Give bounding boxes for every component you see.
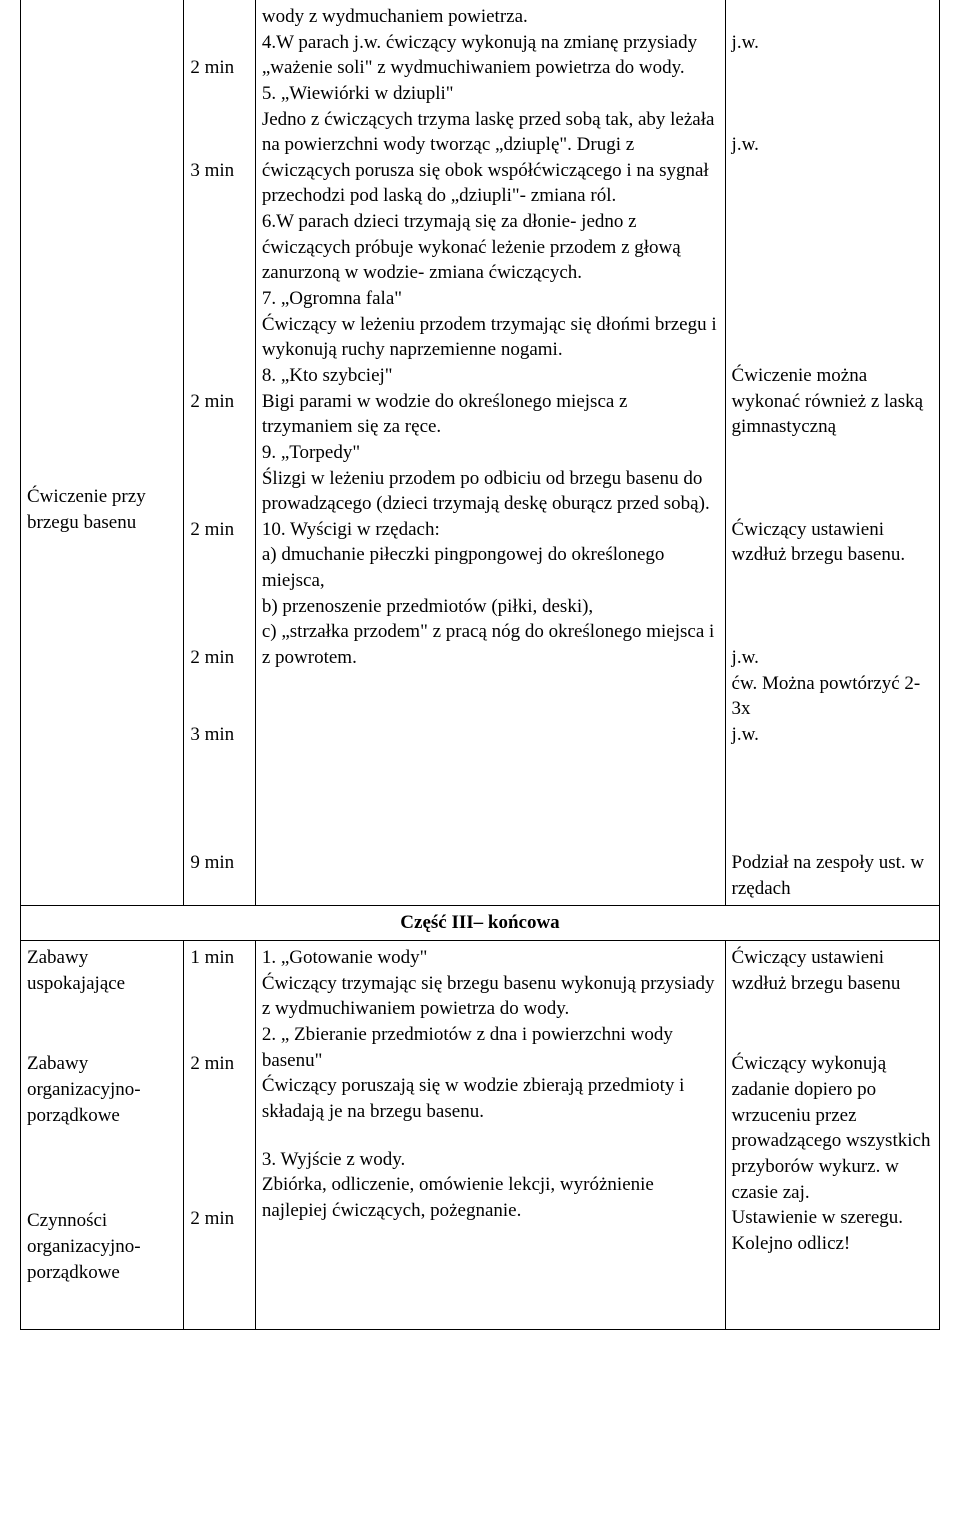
time-value: 1 min [190,945,248,971]
exercise-description: 6.W parach dzieci trzymają się za dłonie… [262,209,719,286]
exercise-description: 4.W parach j.w. ćwiczący wykonują na zmi… [262,30,719,81]
exercise-description: 8. „Kto szybciej" Bigi parami w wodzie d… [262,363,719,440]
table-row: Ćwiczenie przy brzegu basenu 2 min 3 min… [21,0,940,906]
exercise-notes: Ćwiczący ustawieni wzdłuż brzegu basenu [732,945,933,996]
exercise-description: 7. „Ogromna fala" Ćwiczący w leżeniu prz… [262,286,719,363]
activity-type-label: Czynności organizacyjno-porządkowe [27,1208,177,1285]
exercise-description: 10. Wyścigi w rzędach: a) dmuchanie piłe… [262,517,719,671]
section-header-row: Część III– końcowa [21,906,940,941]
exercise-description: 9. „Torpedy" Ślizgi w leżeniu przodem po… [262,440,719,517]
activity-type-label: Zabawy uspokajające [27,945,177,996]
description-cell: wody z wydmuchaniem powietrza. 4.W parac… [255,0,725,906]
exercise-description: wody z wydmuchaniem powietrza. [262,4,719,30]
section-title: Część III– końcowa [21,906,940,941]
time-value: 2 min [190,1051,248,1077]
exercise-notes: Ustawienie w szeregu. Kolejno odlicz! [732,1205,933,1256]
exercise-description: 3. Wyjście z wody. Zbiórka, odliczenie, … [262,1147,719,1224]
exercise-description: 2. „ Zbieranie przedmiotów z dna i powie… [262,1022,719,1125]
exercise-notes: j.w. j.w. Ćwiczenie można wykonać równie… [732,4,933,901]
time-value: 2 min [190,1206,248,1232]
exercise-description: 5. „Wiewiórki w dziupli" Jedno z ćwicząc… [262,81,719,209]
exercise-notes: Ćwiczący wykonują zadanie dopiero po wrz… [732,1051,933,1205]
exercise-description: 1. „Gotowanie wody" Ćwiczący trzymając s… [262,945,719,1022]
description-cell: 1. „Gotowanie wody" Ćwiczący trzymając s… [255,941,725,1330]
time-cell: 2 min 3 min 2 min 2 min 2 min 3 min 9 mi… [184,0,255,906]
time-cell: 1 min 2 min 2 min [184,941,255,1330]
table-row: Zabawy uspokajające Zabawy organizacyjno… [21,941,940,1330]
activity-type-label: Ćwiczenie przy brzegu basenu [27,486,146,533]
activity-type-label: Zabawy organizacyjno-porządkowe [27,1051,177,1128]
notes-cell: j.w. j.w. Ćwiczenie można wykonać równie… [725,0,939,906]
time-value: 2 min 3 min 2 min 2 min 2 min 3 min 9 mi… [190,4,248,876]
notes-cell: Ćwiczący ustawieni wzdłuż brzegu basenu … [725,941,939,1330]
activity-type-cell: Ćwiczenie przy brzegu basenu [21,0,184,906]
lesson-plan-table: Ćwiczenie przy brzegu basenu 2 min 3 min… [20,0,940,1330]
activity-type-cell: Zabawy uspokajające Zabawy organizacyjno… [21,941,184,1330]
